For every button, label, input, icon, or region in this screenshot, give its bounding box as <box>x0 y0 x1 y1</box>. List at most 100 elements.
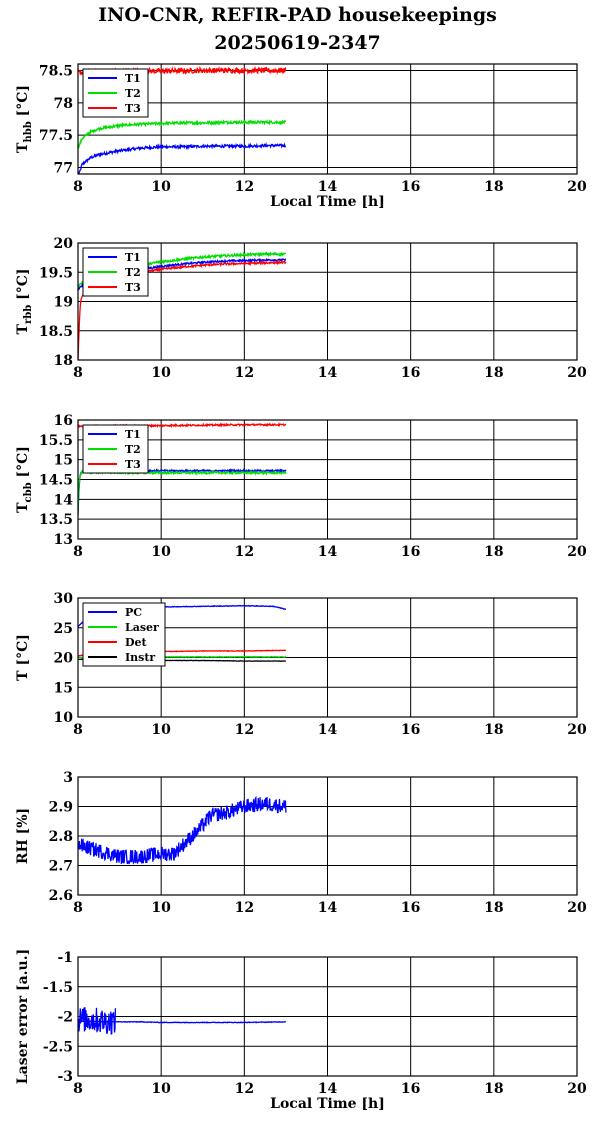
legend-label: T2 <box>125 266 141 279</box>
y-tick-label: 13.5 <box>39 512 73 528</box>
y-tick-label: -2.5 <box>43 1039 73 1055</box>
x-tick-label: 12 <box>235 544 254 560</box>
x-tick-label: 18 <box>484 900 503 916</box>
y-axis-label-sub: rbb <box>23 305 34 324</box>
x-tick-label: 12 <box>235 722 254 738</box>
x-tick-label: 20 <box>567 544 587 560</box>
x-tick-label: 20 <box>567 365 587 381</box>
series-line-t1 <box>78 468 287 516</box>
legend-label: T3 <box>125 458 141 471</box>
series-line-t2 <box>78 118 286 150</box>
x-tick-label: 14 <box>318 544 338 560</box>
legend-label: T3 <box>125 281 141 294</box>
y-axis-label: Tcbb [°C] <box>15 446 34 513</box>
x-tick-label: 10 <box>151 365 171 381</box>
y-tick-label: 2.9 <box>49 800 73 816</box>
x-tick-label: 10 <box>151 900 171 916</box>
x-tick-label: 8 <box>73 1081 83 1097</box>
x-tick-label: 14 <box>318 900 338 916</box>
y-tick-label: 77 <box>54 161 73 177</box>
x-tick-label: 8 <box>73 722 83 738</box>
x-tick-label: 12 <box>235 1081 254 1097</box>
plot-frame <box>77 597 578 718</box>
series-line-trace-1 <box>78 795 287 865</box>
x-axis-label: Local Time [h] <box>270 1096 385 1112</box>
legend-label: T2 <box>125 443 141 456</box>
y-axis-label-main: T [°C] <box>15 634 31 681</box>
x-tick-label: 20 <box>567 722 587 738</box>
legend-label: T1 <box>125 251 141 264</box>
x-tick-label: 20 <box>567 900 587 916</box>
x-tick-label: 12 <box>235 900 254 916</box>
y-axis-label-main: Laser error [a.u.] <box>15 949 31 1084</box>
plot-frame <box>77 776 578 896</box>
y-axis-label: T [°C] <box>15 634 31 681</box>
y-axis-label: Thbb [°C] <box>15 85 34 153</box>
y-axis-label: RH [%] <box>15 808 31 864</box>
x-tick-label: 18 <box>484 722 503 738</box>
y-axis-label-main: RH [%] <box>15 808 31 864</box>
y-tick-label: 78 <box>54 96 73 112</box>
x-tick-label: 20 <box>567 1081 587 1097</box>
y-axis-label-sub: cbb <box>23 482 34 502</box>
x-tick-label: 18 <box>484 179 503 195</box>
y-axis-label-main: T <box>15 323 31 334</box>
y-tick-label: -1 <box>57 950 73 966</box>
legend-label: PC <box>125 606 142 619</box>
y-tick-label: 19.5 <box>39 265 73 281</box>
x-tick-label: 16 <box>401 365 420 381</box>
y-tick-label: 25 <box>54 621 73 637</box>
series-line-t1 <box>78 141 287 174</box>
y-tick-label: 10 <box>54 710 74 726</box>
y-tick-label: 78.5 <box>39 63 73 79</box>
chart-panel-5: 8 10 12 14 16 18 20 2.6 2.7 2.8 2.9 3 RH [%] <box>15 770 587 916</box>
y-axis-label-main: T <box>15 502 31 513</box>
x-tick-label: 12 <box>235 179 254 195</box>
y-tick-label: 14 <box>54 492 74 508</box>
chart-panel-2: 8 10 12 14 16 18 20 18 18.5 19 19.5 20 Trbb [°C] T1 T2… <box>15 236 587 381</box>
y-tick-label: 13 <box>54 532 73 548</box>
x-tick-label: 16 <box>401 1081 420 1097</box>
y-tick-label: 2.6 <box>49 888 73 904</box>
y-tick-label: 18 <box>54 353 73 369</box>
x-tick-label: 18 <box>484 365 503 381</box>
y-tick-label: 77.5 <box>39 128 73 144</box>
x-axis-label: Local Time [h] <box>270 194 385 210</box>
x-tick-label: 20 <box>567 179 587 195</box>
legend-label: T2 <box>125 87 141 100</box>
y-tick-label: 20 <box>54 236 74 252</box>
x-tick-label: 8 <box>73 900 83 916</box>
legend-label: Instr <box>125 651 155 664</box>
x-tick-label: 8 <box>73 544 83 560</box>
y-tick-label: 2.8 <box>49 829 73 845</box>
y-tick-label: 3 <box>63 770 73 786</box>
legend-label: T3 <box>125 102 141 115</box>
x-tick-label: 8 <box>73 179 83 195</box>
y-axis-label-tail: [°C] <box>15 446 31 482</box>
x-tick-label: 10 <box>151 722 171 738</box>
x-tick-label: 18 <box>484 544 503 560</box>
y-tick-label: 20 <box>54 651 74 667</box>
x-tick-label: 14 <box>318 365 338 381</box>
y-tick-label: 15.5 <box>39 433 73 449</box>
y-axis-label: Trbb [°C] <box>15 269 34 335</box>
chart-title-line1: INO-CNR, REFIR-PAD housekeepings <box>98 4 497 26</box>
y-axis-label-sub: hbb <box>23 121 34 142</box>
y-tick-label: -1.5 <box>43 980 73 996</box>
y-tick-label: 15 <box>54 680 73 696</box>
y-tick-label: 18.5 <box>39 324 73 340</box>
y-axis-label-tail: [°C] <box>15 269 31 305</box>
y-tick-label: -3 <box>57 1069 73 1085</box>
x-tick-label: 14 <box>318 179 338 195</box>
x-tick-label: 14 <box>318 1081 338 1097</box>
legend-label: Det <box>125 636 148 649</box>
y-tick-label: 19 <box>54 295 73 311</box>
plot-frame <box>77 956 578 1077</box>
y-axis-label-tail: [°C] <box>15 85 31 121</box>
x-tick-label: 14 <box>318 722 338 738</box>
legend-box <box>82 602 166 667</box>
y-tick-label: 2.7 <box>49 859 73 875</box>
y-tick-label: -2 <box>57 1010 73 1026</box>
plot-frame <box>77 242 578 361</box>
chart-title-line2: 20250619-2347 <box>214 32 381 54</box>
